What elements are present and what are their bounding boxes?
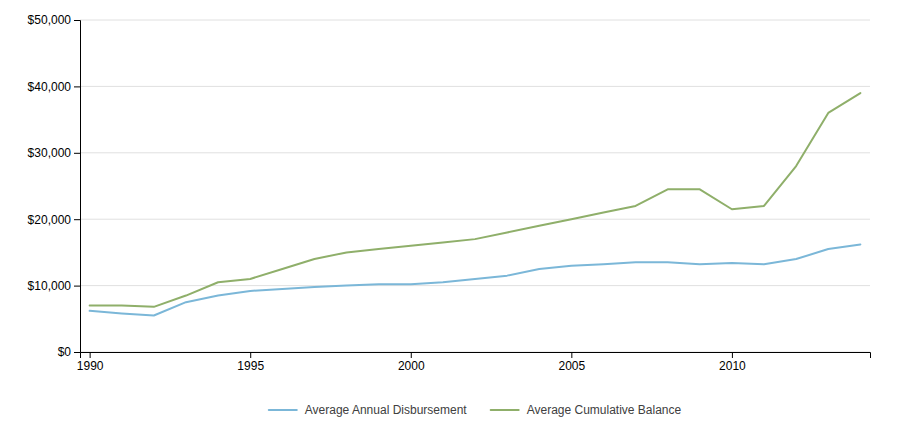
- legend-swatch: [269, 409, 297, 411]
- tick-mark: [74, 286, 80, 287]
- legend-label: Average Annual Disbursement: [305, 403, 468, 417]
- grid-line: [80, 86, 870, 87]
- grid-line: [80, 20, 870, 21]
- tick: $0: [58, 345, 80, 359]
- legend-swatch: [491, 409, 519, 411]
- x-axis: 1990 1995 2000 2005 2010: [77, 352, 871, 373]
- tick-label: $30,000: [28, 146, 72, 160]
- legend-label: Average Cumulative Balance: [527, 403, 682, 417]
- tick-mark: [90, 352, 91, 358]
- tick: $40,000: [28, 80, 80, 94]
- y-axis: $0 $10,000 $20,000 $30,000 $40,000 $50,000: [28, 13, 81, 359]
- tick: 1995: [237, 352, 264, 373]
- series-group: [90, 93, 861, 315]
- tick-label: $10,000: [28, 279, 72, 293]
- tick: 2005: [558, 352, 585, 373]
- line: [90, 93, 861, 307]
- tick-mark: [411, 352, 412, 358]
- tick: 2000: [398, 352, 425, 373]
- tick-mark: [74, 219, 80, 220]
- grid-line: [80, 152, 870, 153]
- tick-label: $40,000: [28, 80, 72, 94]
- tick-mark: [74, 86, 80, 87]
- tick-mark: [250, 352, 251, 358]
- tick: $30,000: [28, 146, 80, 160]
- tick: $20,000: [28, 213, 80, 227]
- tick: $50,000: [28, 13, 80, 27]
- tick-label: $20,000: [28, 213, 72, 227]
- tick-mark: [732, 352, 733, 358]
- tick-label: 1990: [77, 359, 104, 373]
- tick: 2010: [719, 352, 746, 373]
- tick-label: 2000: [398, 359, 425, 373]
- tick-label: $0: [58, 345, 72, 359]
- grid: [80, 20, 870, 352]
- plot: 1990 1995 2000 2005 2010 $0 $10,000 $20,000 $30,…: [28, 13, 871, 372]
- legend-item: Average Cumulative Balance: [491, 403, 682, 417]
- legend: Average Annual Disbursement Average Cumul…: [269, 403, 682, 417]
- tick-label: 1995: [237, 359, 264, 373]
- tick-label: $50,000: [28, 13, 72, 27]
- grid-line: [80, 285, 870, 286]
- tick-mark: [74, 153, 80, 154]
- axis-line: [81, 353, 871, 359]
- tick-mark: [571, 352, 572, 358]
- axis-line: [74, 21, 81, 353]
- tick: $10,000: [28, 279, 80, 293]
- tick: 1990: [77, 352, 104, 373]
- line: [90, 244, 861, 315]
- grid-line: [80, 219, 870, 220]
- legend-item: Average Annual Disbursement: [269, 403, 468, 417]
- chart: 1990 1995 2000 2005 2010 $0 $10,000 $20,000 $30,…: [0, 0, 900, 432]
- tick-label: 2010: [719, 359, 746, 373]
- tick-mark: [74, 20, 80, 21]
- tick-label: 2005: [558, 359, 585, 373]
- tick-mark: [74, 352, 80, 353]
